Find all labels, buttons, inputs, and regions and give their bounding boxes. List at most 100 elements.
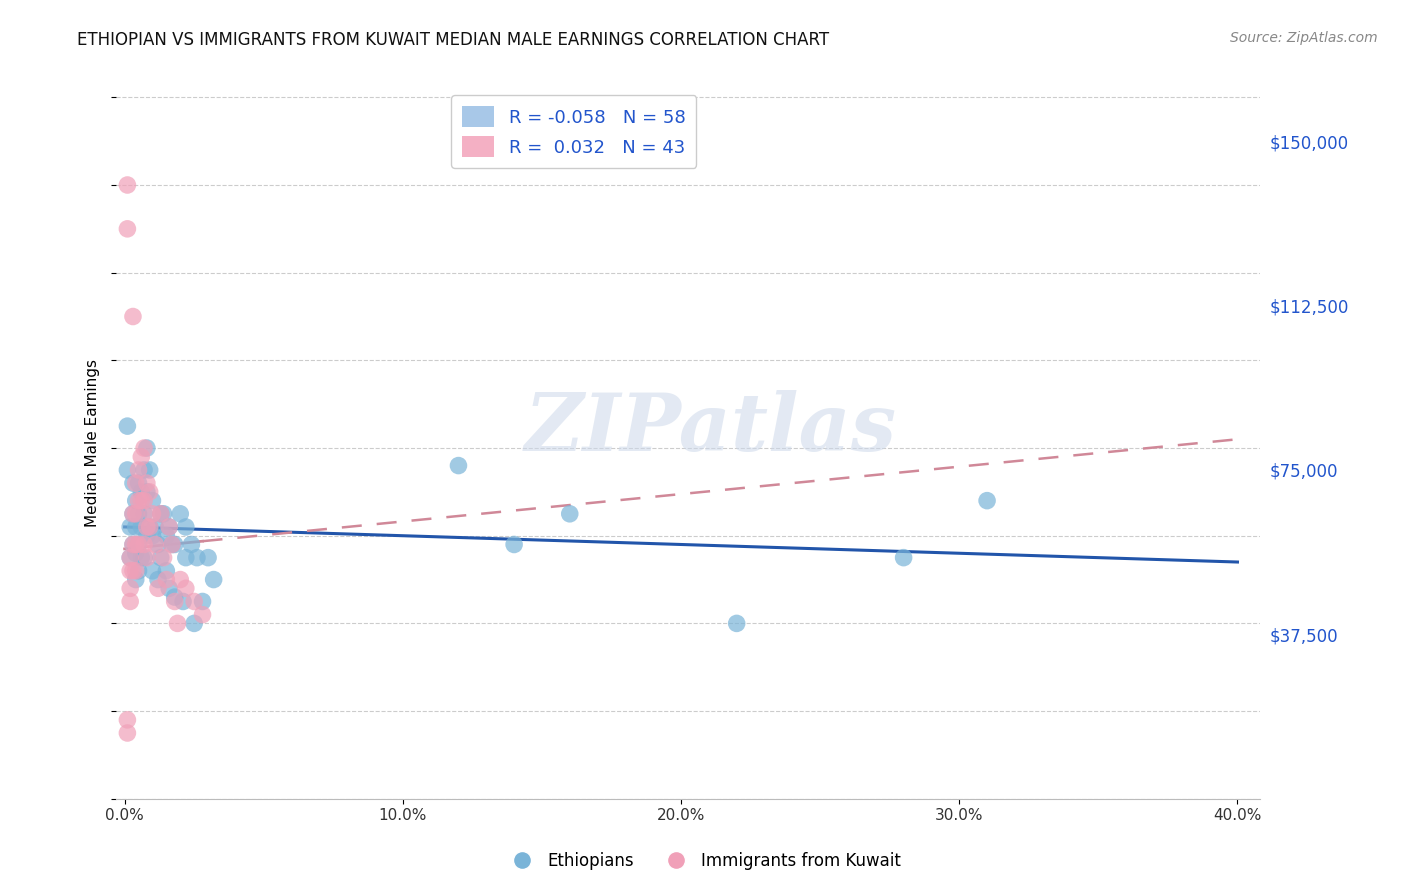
Point <box>122 507 145 521</box>
Point <box>163 537 186 551</box>
Point <box>135 550 157 565</box>
Point <box>135 476 157 491</box>
Point <box>157 520 180 534</box>
Point <box>120 550 142 565</box>
Point <box>125 507 148 521</box>
Y-axis label: Median Male Earnings: Median Male Earnings <box>86 359 100 526</box>
Point <box>128 463 150 477</box>
Point <box>117 222 139 236</box>
Point <box>135 520 157 534</box>
Point <box>157 520 180 534</box>
Point <box>135 529 157 543</box>
Point <box>143 520 166 534</box>
Point <box>132 507 155 521</box>
Point <box>122 564 145 578</box>
Point <box>157 582 180 596</box>
Text: ETHIOPIAN VS IMMIGRANTS FROM KUWAIT MEDIAN MALE EARNINGS CORRELATION CHART: ETHIOPIAN VS IMMIGRANTS FROM KUWAIT MEDI… <box>77 31 830 49</box>
Point <box>503 537 526 551</box>
Text: Source: ZipAtlas.com: Source: ZipAtlas.com <box>1230 31 1378 45</box>
Point <box>155 573 177 587</box>
Point <box>169 507 191 521</box>
Point <box>125 537 148 551</box>
Point <box>120 550 142 565</box>
Point <box>132 493 155 508</box>
Point <box>122 507 145 521</box>
Point <box>558 507 581 521</box>
Point <box>143 537 166 551</box>
Point <box>172 594 194 608</box>
Point <box>131 484 153 499</box>
Point <box>131 520 153 534</box>
Point <box>125 476 148 491</box>
Point <box>163 594 186 608</box>
Point <box>128 507 150 521</box>
Point <box>146 537 169 551</box>
Point <box>125 573 148 587</box>
Point <box>132 441 155 455</box>
Point <box>725 616 748 631</box>
Point <box>120 520 142 534</box>
Point <box>191 594 214 608</box>
Point <box>132 537 155 551</box>
Point <box>138 520 160 534</box>
Point <box>128 564 150 578</box>
Point <box>131 450 153 464</box>
Point <box>117 178 139 192</box>
Point <box>155 529 177 543</box>
Point <box>149 550 172 565</box>
Point <box>191 607 214 622</box>
Point <box>202 573 225 587</box>
Point <box>155 564 177 578</box>
Point <box>183 616 205 631</box>
Point <box>180 537 202 551</box>
Point <box>122 537 145 551</box>
Point <box>125 493 148 508</box>
Point <box>122 476 145 491</box>
Point <box>160 537 183 551</box>
Point <box>169 573 191 587</box>
Point <box>135 441 157 455</box>
Point <box>120 564 142 578</box>
Legend: Ethiopians, Immigrants from Kuwait: Ethiopians, Immigrants from Kuwait <box>499 846 907 877</box>
Point <box>141 529 163 543</box>
Point <box>132 550 155 565</box>
Point <box>128 537 150 551</box>
Point <box>125 564 148 578</box>
Point <box>447 458 470 473</box>
Point <box>160 537 183 551</box>
Point <box>125 520 148 534</box>
Point <box>135 484 157 499</box>
Point <box>120 594 142 608</box>
Point <box>152 507 174 521</box>
Point <box>174 520 197 534</box>
Point <box>131 493 153 508</box>
Point <box>125 546 148 560</box>
Point <box>166 616 188 631</box>
Point <box>117 713 139 727</box>
Legend: R = -0.058   N = 58, R =  0.032   N = 43: R = -0.058 N = 58, R = 0.032 N = 43 <box>451 95 696 168</box>
Point <box>117 463 139 477</box>
Point <box>141 564 163 578</box>
Point <box>117 419 139 434</box>
Point <box>146 573 169 587</box>
Point <box>976 493 998 508</box>
Point <box>128 493 150 508</box>
Point <box>131 550 153 565</box>
Point <box>138 484 160 499</box>
Point <box>141 507 163 521</box>
Point <box>122 537 145 551</box>
Point <box>138 520 160 534</box>
Point <box>146 582 169 596</box>
Point <box>149 507 172 521</box>
Point <box>174 550 197 565</box>
Point <box>128 537 150 551</box>
Point <box>174 582 197 596</box>
Point <box>186 550 208 565</box>
Text: ZIPatlas: ZIPatlas <box>524 390 897 467</box>
Point <box>893 550 915 565</box>
Point <box>120 582 142 596</box>
Point <box>122 310 145 324</box>
Point <box>163 590 186 604</box>
Point <box>141 493 163 508</box>
Point <box>128 476 150 491</box>
